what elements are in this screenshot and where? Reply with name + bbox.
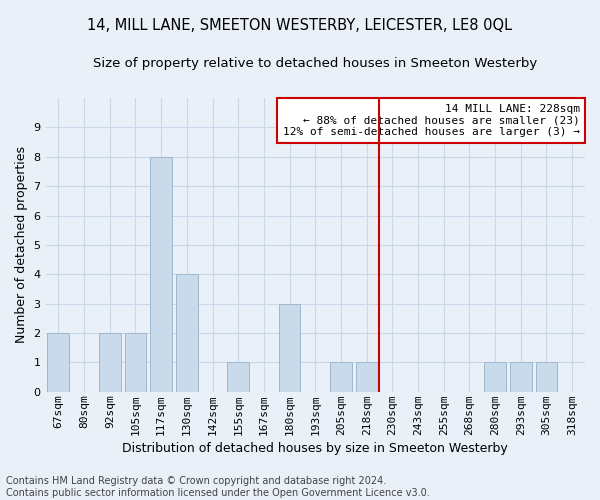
Bar: [484, 362, 506, 392]
Bar: [227, 362, 249, 392]
Y-axis label: Number of detached properties: Number of detached properties: [15, 146, 28, 344]
Text: Contains HM Land Registry data © Crown copyright and database right 2024.
Contai: Contains HM Land Registry data © Crown c…: [6, 476, 430, 498]
Text: 14, MILL LANE, SMEETON WESTERBY, LEICESTER, LE8 0QL: 14, MILL LANE, SMEETON WESTERBY, LEICEST…: [88, 18, 512, 32]
Bar: [330, 362, 352, 392]
Bar: [176, 274, 198, 392]
Bar: [150, 157, 172, 392]
Bar: [125, 333, 146, 392]
Bar: [510, 362, 532, 392]
Bar: [278, 304, 301, 392]
Bar: [356, 362, 377, 392]
X-axis label: Distribution of detached houses by size in Smeeton Westerby: Distribution of detached houses by size …: [122, 442, 508, 455]
Bar: [536, 362, 557, 392]
Bar: [47, 333, 70, 392]
Bar: [99, 333, 121, 392]
Title: Size of property relative to detached houses in Smeeton Westerby: Size of property relative to detached ho…: [93, 58, 538, 70]
Text: 14 MILL LANE: 228sqm
← 88% of detached houses are smaller (23)
12% of semi-detac: 14 MILL LANE: 228sqm ← 88% of detached h…: [283, 104, 580, 137]
